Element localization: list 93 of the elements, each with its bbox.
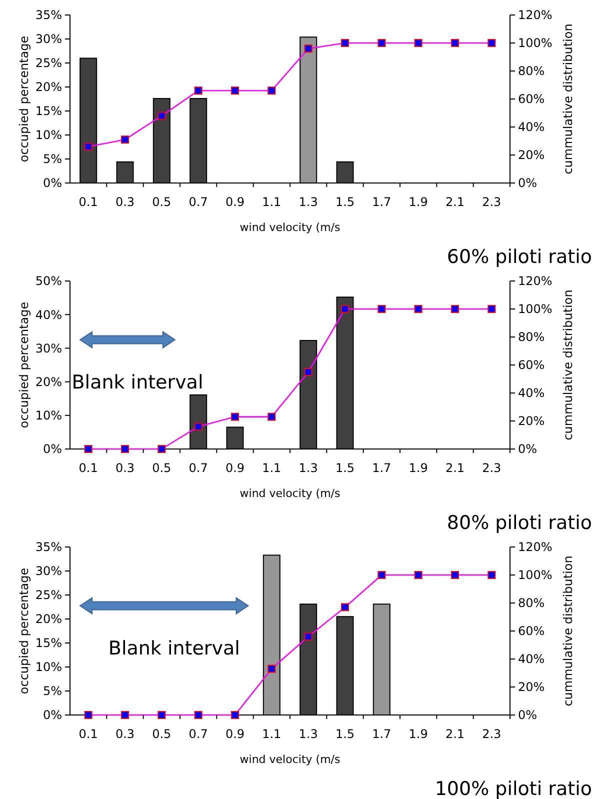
y2-tick-label: 60% — [518, 92, 545, 106]
x-tick-label: 1.1 — [262, 195, 282, 209]
y-tick-label: 20% — [35, 612, 62, 626]
x-tick-label: 0.5 — [152, 195, 172, 209]
x-tick-label: 1.5 — [335, 195, 355, 209]
y-tick-label: 10% — [35, 660, 62, 674]
y2-tick-label: 0% — [518, 708, 538, 722]
x-tick-label: 0.7 — [188, 461, 208, 475]
x-tick-label: 2.3 — [482, 461, 502, 475]
x-tick-label: 1.9 — [408, 727, 428, 741]
x-tick-label: 1.9 — [408, 461, 428, 475]
x-tick-label: 0.9 — [225, 461, 245, 475]
y-tick-label: 10% — [35, 128, 62, 142]
y2-axis-title: cummulative distribution — [561, 556, 575, 706]
y2-tick-label: 0% — [518, 442, 538, 456]
y2-tick-label: 40% — [518, 386, 545, 400]
y-tick-label: 25% — [35, 588, 62, 602]
x-tick-label: 1.5 — [335, 727, 355, 741]
y-tick-label: 30% — [35, 341, 62, 356]
y-tick-label: 15% — [35, 104, 62, 118]
y2-tick-label: 80% — [518, 330, 545, 344]
y2-tick-label: 20% — [518, 680, 545, 694]
x-tick-label: 0.1 — [78, 461, 98, 475]
x-axis-title: wind velocity (m/s — [240, 221, 340, 234]
y-tick-label: 0% — [42, 176, 62, 190]
x-tick-label: 2.3 — [482, 195, 502, 209]
x-tick-label: 0.3 — [115, 461, 135, 475]
x-tick-label: 0.3 — [115, 727, 135, 741]
y2-tick-label: 20% — [518, 414, 545, 428]
x-tick-label: 1.7 — [372, 195, 392, 209]
y2-tick-label: 20% — [518, 148, 545, 162]
y2-tick-label: 120% — [518, 274, 552, 288]
text: 100% piloti ratio — [434, 778, 592, 799]
text: 80% piloti ratio — [446, 512, 592, 534]
x-tick-label: 0.7 — [188, 727, 208, 741]
x-tick-label: 1.7 — [372, 461, 392, 475]
x-axis-title: wind velocity (m/s — [240, 753, 340, 766]
y-tick-label: 20% — [35, 375, 62, 389]
x-tick-label: 1.3 — [298, 195, 318, 209]
y2-tick-label: 60% — [518, 358, 545, 372]
y2-tick-label: 100% — [518, 568, 552, 582]
y2-tick-label: 120% — [518, 8, 552, 22]
x-axis-title: wind velocity (m/s — [240, 487, 340, 500]
y2-tick-label: 80% — [518, 596, 545, 610]
x-tick-label: 1.9 — [408, 195, 428, 209]
x-tick-label: 1.3 — [298, 727, 318, 741]
x-tick-label: 1.1 — [262, 727, 282, 741]
x-tick-label: 2.1 — [445, 195, 465, 209]
y-tick-label: 40% — [35, 308, 62, 322]
x-tick-label: 1.5 — [335, 461, 355, 475]
y-axis-title: occupied percentage — [17, 568, 31, 694]
annotation: Blank interval — [72, 371, 204, 394]
x-tick-label: 0.9 — [225, 727, 245, 741]
x-tick-label: 0.9 — [225, 195, 245, 209]
y-tick-label: 5% — [42, 152, 62, 166]
y-tick-label: 50% — [35, 274, 62, 288]
y2-tick-label: 40% — [518, 120, 545, 134]
annotation: Blank interval — [108, 637, 240, 660]
y-tick-label: 10% — [35, 408, 62, 423]
x-tick-label: 0.5 — [152, 461, 172, 475]
y-tick-label: 5% — [42, 684, 62, 698]
y2-tick-label: 100% — [518, 36, 552, 50]
x-tick-label: 2.1 — [445, 727, 465, 741]
y-tick-label: 0% — [42, 708, 62, 722]
y-tick-label: 35% — [35, 8, 62, 22]
y-tick-label: 35% — [35, 540, 62, 554]
y2-axis-title: cummulative distribution — [561, 24, 575, 174]
x-tick-label: 0.1 — [78, 195, 98, 209]
x-tick-label: 1.1 — [262, 461, 282, 475]
y2-tick-label: 60% — [518, 624, 545, 638]
x-tick-label: 1.3 — [298, 461, 318, 475]
x-tick-label: 0.1 — [78, 727, 98, 741]
y-tick-label: 25% — [35, 56, 62, 70]
x-tick-label: 2.3 — [482, 727, 502, 741]
x-tick-label: 0.7 — [188, 195, 208, 209]
y-axis-title: occupied percentage — [17, 302, 31, 428]
y2-tick-label: 40% — [518, 652, 545, 666]
y-tick-label: 15% — [35, 636, 62, 650]
x-tick-label: 0.5 — [152, 727, 172, 741]
x-tick-label: 2.1 — [445, 461, 465, 475]
y-tick-label: 30% — [35, 564, 62, 578]
y2-tick-label: 0% — [518, 176, 538, 190]
y-tick-label: 0% — [42, 442, 62, 456]
y2-tick-label: 80% — [518, 64, 545, 78]
y2-tick-label: 100% — [518, 302, 552, 316]
text: 60% piloti ratio — [446, 246, 592, 268]
x-tick-label: 0.3 — [115, 195, 135, 209]
y-axis-title: occupied percentage — [17, 36, 31, 162]
y-tick-label: 30% — [35, 32, 62, 46]
x-tick-label: 1.7 — [372, 727, 392, 741]
y2-tick-label: 120% — [518, 540, 552, 554]
y-tick-label: 20% — [35, 80, 62, 94]
y2-axis-title: cummulative distribution — [561, 290, 575, 440]
